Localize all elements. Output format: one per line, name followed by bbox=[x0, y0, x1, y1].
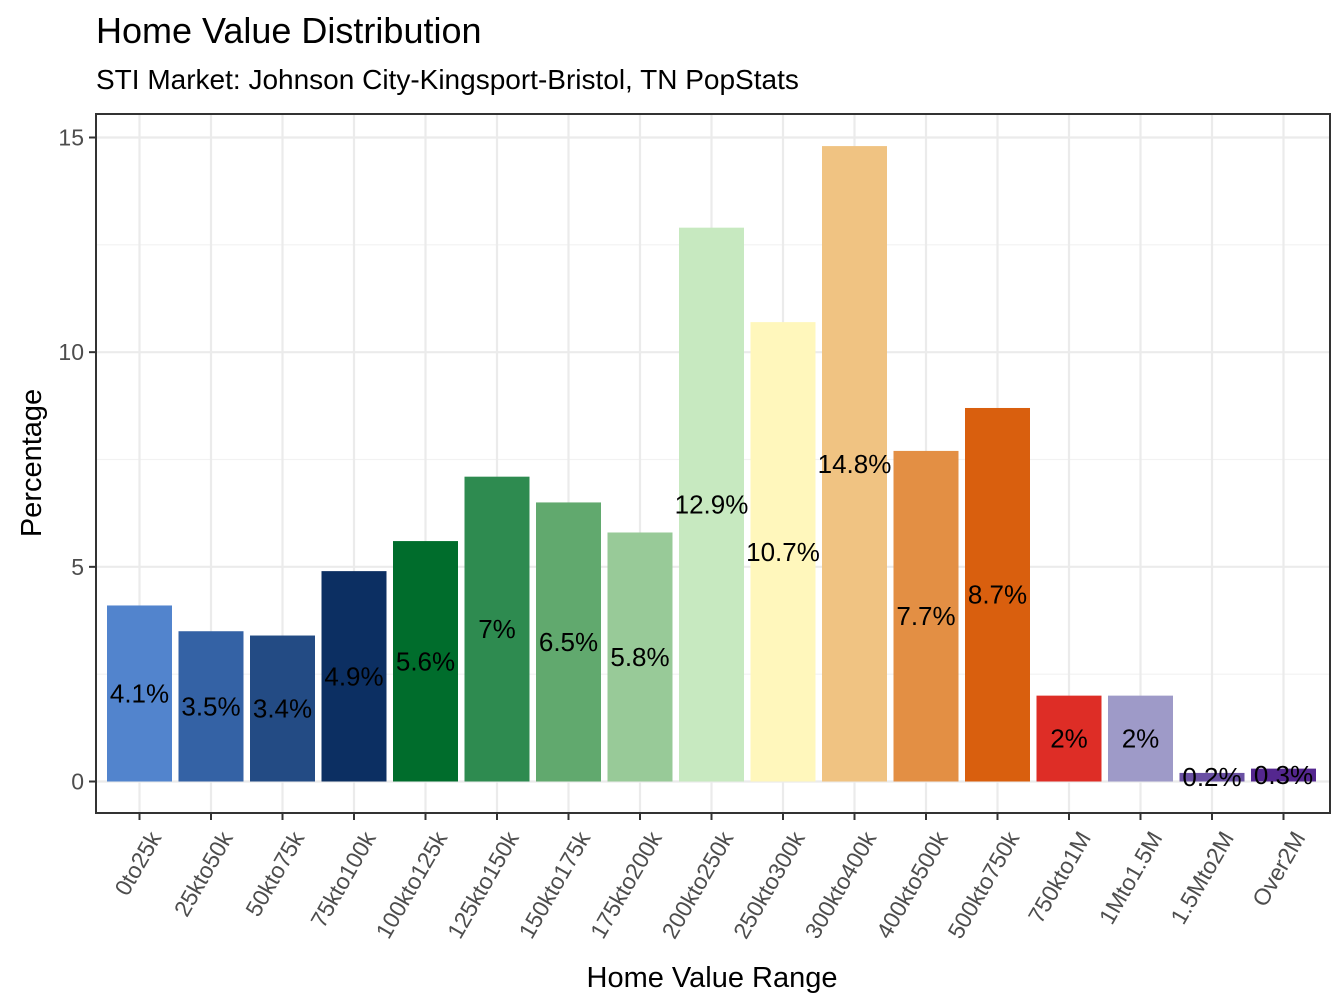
x-tick-label-Over2M: Over2M bbox=[1247, 827, 1310, 911]
bar-50kto75k bbox=[250, 635, 315, 782]
y-tick-label: 10 bbox=[58, 339, 84, 365]
bar-Over2M bbox=[1251, 768, 1316, 782]
data-label-250kto300k: 10.7% bbox=[746, 537, 820, 567]
data-label-175kto200k: 5.8% bbox=[610, 642, 669, 672]
bar-1.5Mto2M bbox=[1179, 772, 1245, 782]
bar-75kto100k bbox=[321, 571, 387, 782]
bar-175kto200k bbox=[607, 532, 673, 782]
x-tick-label-200kto250k: 200kto250k bbox=[656, 826, 738, 942]
bar-25kto50k bbox=[178, 631, 244, 782]
data-label-300kto400k: 14.8% bbox=[818, 449, 892, 479]
data-label-1Mto1.5M: 2% bbox=[1122, 724, 1160, 754]
x-axis-title: Home Value Range bbox=[587, 962, 838, 994]
data-label-500kto750k: 8.7% bbox=[968, 580, 1027, 610]
panel-border bbox=[95, 113, 1331, 814]
data-label-0to25k: 4.1% bbox=[110, 678, 169, 708]
x-tick-label-400kto500k: 400kto500k bbox=[871, 826, 953, 942]
x-tick-label-0to25k: 0to25k bbox=[109, 826, 166, 899]
bar-400kto500k bbox=[893, 450, 959, 782]
y-tick-label: 15 bbox=[58, 125, 84, 151]
x-tick-label-50kto75k: 50kto75k bbox=[240, 826, 309, 920]
x-tick-label-1.5Mto2M: 1.5Mto2M bbox=[1165, 827, 1239, 929]
data-label-50kto75k: 3.4% bbox=[253, 694, 312, 724]
bar-200kto250k bbox=[679, 227, 744, 782]
data-label-400kto500k: 7.7% bbox=[896, 601, 955, 631]
x-tick-label-100kto125k: 100kto125k bbox=[370, 826, 452, 942]
data-label-100kto125k: 5.6% bbox=[396, 646, 455, 676]
x-tick-label-750kto1M: 750kto1M bbox=[1023, 827, 1096, 927]
x-tick-label-250kto300k: 250kto300k bbox=[728, 826, 810, 942]
data-label-25kto50k: 3.5% bbox=[181, 691, 240, 721]
y-tick-label: 0 bbox=[71, 769, 84, 795]
chart-subtitle: STI Market: Johnson City-Kingsport-Brist… bbox=[96, 64, 799, 95]
x-tick-label-75kto100k: 75kto100k bbox=[305, 826, 381, 931]
x-tick-label-125kto150k: 125kto150k bbox=[442, 826, 524, 942]
data-label-750kto1M: 2% bbox=[1050, 724, 1088, 754]
bar-500kto750k bbox=[965, 407, 1030, 782]
chart-title: Home Value Distribution bbox=[96, 10, 482, 51]
y-tick-label: 5 bbox=[71, 554, 84, 580]
bar-100kto125k bbox=[393, 541, 458, 782]
x-tick-label-175kto200k: 175kto200k bbox=[585, 826, 667, 942]
data-label-200kto250k: 12.9% bbox=[675, 490, 749, 520]
data-label-75kto100k: 4.9% bbox=[324, 661, 383, 691]
x-tick-label-1Mto1.5M: 1Mto1.5M bbox=[1094, 827, 1168, 929]
bar-750kto1M bbox=[1036, 695, 1102, 782]
x-tick-label-150kto175k: 150kto175k bbox=[513, 826, 595, 942]
x-tick-label-500kto750k: 500kto750k bbox=[942, 826, 1024, 942]
y-axis-title: Percentage bbox=[16, 389, 48, 537]
bar-0to25k bbox=[107, 605, 172, 782]
bar-300kto400k bbox=[822, 146, 887, 782]
data-label-150kto175k: 6.5% bbox=[539, 627, 598, 657]
bar-250kto300k bbox=[750, 322, 816, 782]
bar-1Mto1.5M bbox=[1108, 695, 1173, 782]
data-label-Over2M: 0.3% bbox=[1254, 760, 1313, 790]
data-label-1.5Mto2M: 0.2% bbox=[1182, 762, 1241, 792]
x-tick-label-25kto50k: 25kto50k bbox=[169, 826, 238, 920]
x-tick-label-300kto400k: 300kto400k bbox=[799, 826, 881, 942]
data-label-125kto150k: 7% bbox=[478, 614, 516, 644]
bar-125kto150k bbox=[464, 476, 530, 782]
bar-150kto175k bbox=[536, 502, 601, 782]
